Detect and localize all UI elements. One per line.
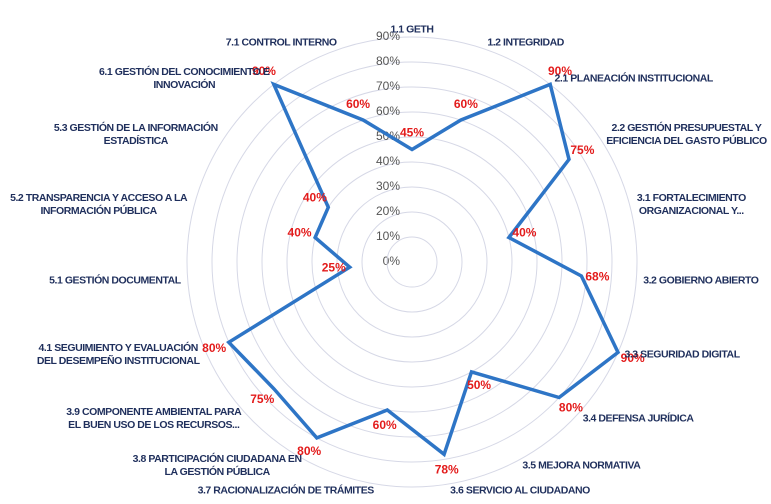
grid-ring (211, 61, 613, 463)
category-label: 3.1 FORTALECIMIENTO ORGANIZACIONAL Y... (636, 192, 746, 218)
data-label: 68% (585, 270, 609, 284)
data-label: 60% (373, 418, 397, 432)
category-label: 5.3 GESTIÓN DE LA INFORMACIÓN ESTADÍSTIC… (53, 122, 218, 148)
category-label: 1.2 INTEGRIDAD (487, 36, 564, 49)
category-label: 3.4 DEFENSA JURÍDICA (582, 412, 694, 425)
data-label: 90% (252, 64, 276, 78)
grid-ring (286, 136, 538, 388)
category-label: 3.3 SEGURIDAD DIGITAL (624, 348, 740, 361)
category-label: 6.1 GESTIÓN DEL CONOCIMIENTO E INNOVACIÓ… (99, 65, 270, 91)
data-label: 75% (250, 392, 274, 406)
series-line (226, 81, 621, 458)
grid-ring (336, 186, 488, 338)
data-label: 80% (202, 341, 226, 355)
category-label: 7.1 CONTROL INTERNO (225, 36, 337, 49)
data-label: 45% (400, 126, 424, 140)
grid-ring (236, 86, 588, 438)
r-tick-label: 80% (376, 54, 400, 68)
grid-ring (311, 161, 513, 363)
category-label: 5.1 GESTIÓN DOCUMENTAL (49, 274, 181, 287)
category-label: 4.1 SEGUIMIENTO Y EVALUACIÓN DEL DESEMPE… (36, 342, 200, 368)
category-label: 2.1 PLANEACIÓN INSTITUCIONAL (554, 72, 713, 85)
r-tick-label: 20% (376, 204, 400, 218)
data-label: 80% (297, 444, 321, 458)
data-label: 60% (346, 97, 370, 111)
data-label: 40% (512, 226, 536, 240)
grid-ring (186, 36, 638, 488)
category-label: 3.9 COMPONENTE AMBIENTAL PARA EL BUEN US… (66, 406, 242, 432)
r-tick-label: 90% (376, 29, 400, 43)
category-label: 3.7 RACIONALIZACIÓN DE TRÁMITES (197, 484, 375, 497)
category-label: 3.8 PARTICIPACIÓN CIUDADANA EN LA GESTIÓ… (132, 453, 302, 479)
category-label: 5.2 TRANSPARENCIA Y ACCESO A LA INFORMAC… (10, 192, 188, 218)
data-label: 40% (288, 226, 312, 240)
r-tick-label: 60% (376, 104, 400, 118)
data-label: 80% (559, 400, 583, 414)
r-tick-label: 70% (376, 79, 400, 93)
data-label: 90% (548, 64, 572, 78)
category-label: 2.2 GESTIÓN PRESUPUESTAL Y EFICIENCIA DE… (606, 122, 767, 148)
data-label: 60% (454, 97, 478, 111)
data-label: 25% (322, 261, 346, 275)
grid-ring (261, 111, 563, 413)
r-tick-label: 30% (376, 179, 400, 193)
r-tick-label: 0% (383, 254, 401, 268)
category-label: 1.1 GETH (390, 23, 434, 36)
r-tick-label: 40% (376, 154, 400, 168)
grid-ring (386, 236, 438, 288)
grid-ring (361, 211, 463, 313)
category-label: 3.5 MEJORA NORMATIVA (522, 459, 641, 472)
data-label: 75% (570, 143, 594, 157)
data-label: 50% (467, 378, 491, 392)
data-label: 40% (303, 191, 327, 205)
category-label: 3.2 GOBIERNO ABIERTO (643, 274, 759, 287)
data-label: 90% (621, 351, 645, 365)
category-label: 3.6 SERVICIO AL CIUDADANO (450, 484, 590, 497)
r-tick-label: 10% (376, 229, 400, 243)
data-label: 78% (435, 462, 459, 476)
